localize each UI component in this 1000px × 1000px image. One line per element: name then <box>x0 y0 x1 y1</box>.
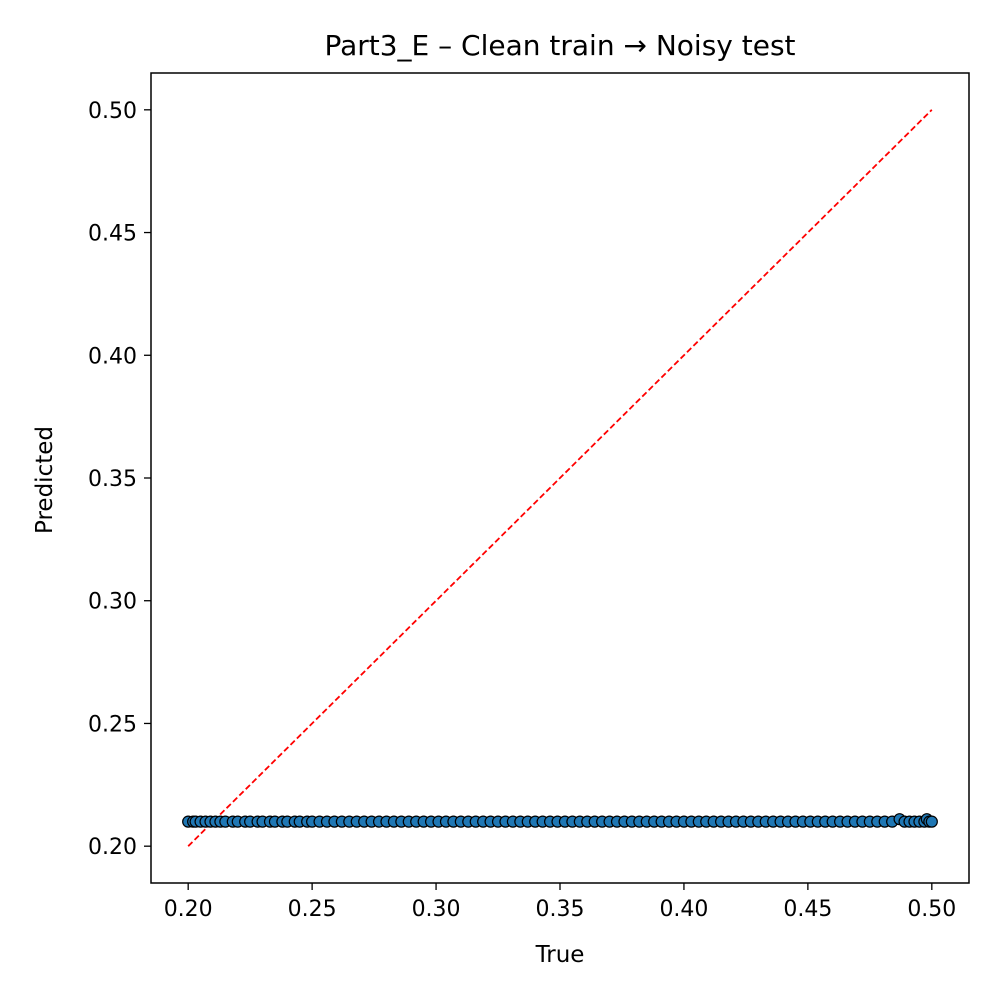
y-tick-label: 0.45 <box>88 222 137 247</box>
x-tick-label: 0.35 <box>536 897 585 922</box>
chart-title: Part3_E – Clean train → Noisy test <box>324 29 795 62</box>
x-tick-label: 0.45 <box>783 897 832 922</box>
points-layer <box>182 813 938 828</box>
y-axis-label: Predicted <box>32 426 58 534</box>
y-tick-label: 0.30 <box>88 590 137 615</box>
y-tick-label: 0.20 <box>88 835 137 860</box>
reference-line-layer <box>187 109 933 847</box>
y-tick-label: 0.40 <box>88 344 137 369</box>
x-axis-label: True <box>535 942 585 968</box>
y-tick-label: 0.35 <box>88 467 137 492</box>
scatter-point <box>925 815 938 828</box>
y-axis: 0.20 0.25 0.30 0.35 0.40 0.45 0.50 <box>88 99 151 860</box>
identity-reference-line <box>187 109 933 847</box>
x-tick-label: 0.20 <box>164 897 213 922</box>
plot-area <box>182 109 938 847</box>
x-tick-label: 0.25 <box>288 897 337 922</box>
x-tick-label: 0.30 <box>412 897 461 922</box>
y-tick-label: 0.25 <box>88 712 137 737</box>
x-tick-label: 0.40 <box>659 897 708 922</box>
y-tick-label: 0.50 <box>88 99 137 124</box>
x-tick-label: 0.50 <box>907 897 956 922</box>
x-axis: 0.20 0.25 0.30 0.35 0.40 0.45 0.50 <box>164 883 956 922</box>
